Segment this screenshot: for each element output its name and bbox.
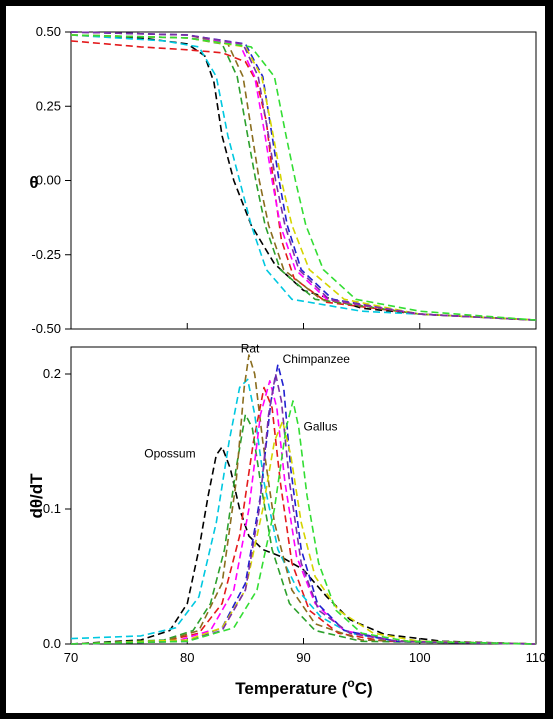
theta-series-line-9 bbox=[70, 31, 537, 321]
annotation-label: Opossum bbox=[144, 447, 195, 461]
derivative-x-tick-label: 70 bbox=[64, 650, 78, 665]
annotation-label: Chimpanzee bbox=[283, 352, 351, 366]
annotation-label: Rat bbox=[241, 341, 260, 355]
degree-superscript: o bbox=[347, 676, 354, 690]
derivative-y-tick-label: 0.1 bbox=[43, 501, 61, 516]
derivative-x-tick-label: 110 bbox=[526, 650, 545, 665]
theta-series-line-1 bbox=[70, 34, 537, 321]
figure-panel: 0.50 0.25 0.00 -0.25 -0.50 θ 0.2 0.1 0.0 70 80 90… bbox=[6, 6, 545, 713]
derivative-series-line-9 bbox=[70, 373, 537, 645]
derivative-series-line-3 bbox=[70, 378, 537, 645]
derivative-series-line-8 bbox=[70, 420, 537, 645]
derivative-series-line-1 bbox=[70, 446, 537, 645]
derivative-series-line-7 bbox=[70, 363, 537, 645]
theta-y-tick-label: 0.25 bbox=[36, 98, 61, 113]
theta-series-line-6 bbox=[70, 34, 537, 321]
theta-axis-label: θ bbox=[29, 173, 38, 192]
derivative-x-tick-label: 90 bbox=[296, 650, 310, 665]
theta-series-line-2 bbox=[70, 40, 537, 321]
theta-series-line-3 bbox=[70, 34, 537, 321]
theta-y-tick-label: 0.50 bbox=[36, 24, 61, 39]
derivative-x-tick-label: 100 bbox=[409, 650, 431, 665]
theta-y-tick-label: 0.00 bbox=[36, 173, 61, 188]
theta-y-tick-label: -0.50 bbox=[31, 321, 61, 336]
annotation-label: Gallus bbox=[304, 420, 338, 434]
derivative-series-line-5 bbox=[70, 354, 537, 645]
x-axis-label: Temperature (oC) bbox=[235, 676, 372, 698]
derivative-series-line-10 bbox=[70, 400, 537, 645]
derivative-y-tick-label: 0.0 bbox=[43, 636, 61, 651]
theta-y-tick-label: -0.25 bbox=[31, 247, 61, 262]
derivative-series-line-4 bbox=[70, 413, 537, 645]
derivative-axis-label: dθ/dT bbox=[27, 473, 46, 519]
melting-curves-figure: 0.50 0.25 0.00 -0.25 -0.50 θ 0.2 0.1 0.070 80 90… bbox=[27, 24, 545, 698]
derivative-x-tick-label: 80 bbox=[180, 650, 194, 665]
derivative-series-line-2 bbox=[70, 386, 537, 645]
derivative-plot-frame bbox=[70, 346, 537, 645]
derivative-y-tick-label: 0.2 bbox=[43, 366, 61, 381]
theta-series-line-10 bbox=[70, 34, 537, 321]
